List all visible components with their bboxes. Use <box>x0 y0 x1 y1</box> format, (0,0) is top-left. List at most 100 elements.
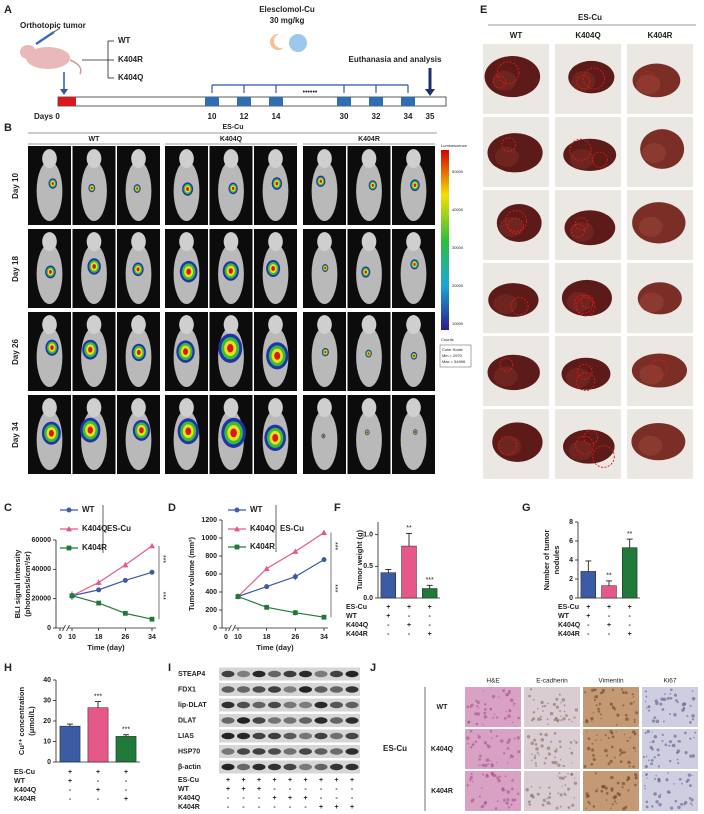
nodule-outline <box>574 294 594 314</box>
y-tick-label: 600 <box>205 571 217 578</box>
ihc-texture <box>541 803 545 807</box>
treatment-sign: + <box>386 604 390 611</box>
ihc-texture <box>661 733 664 736</box>
mouse <box>86 149 102 169</box>
ihc-texture <box>655 719 660 724</box>
liver <box>497 436 522 457</box>
signal <box>414 431 417 434</box>
blot-band <box>299 670 312 678</box>
y-tick-label: 1000 <box>201 535 217 542</box>
ihc-texture <box>483 715 488 719</box>
ihc-texture <box>540 744 544 748</box>
protein-label: lip-DLAT <box>178 702 207 709</box>
drug-label: Elesclomol-Cu <box>259 5 315 14</box>
ihc-texture <box>469 779 472 782</box>
ihc-texture <box>535 764 538 767</box>
treatment-sign: + <box>288 777 292 784</box>
ihc-texture <box>507 738 511 742</box>
ihc-texture <box>479 754 482 758</box>
stain-label: E-cadherin <box>536 678 568 685</box>
ihc-texture <box>668 740 672 744</box>
ihc-texture <box>496 761 498 764</box>
ihc-texture <box>648 709 651 712</box>
ihc-texture <box>624 805 628 809</box>
ihc-texture <box>622 751 625 754</box>
ihc-texture <box>510 787 514 791</box>
treatment-label: K404Q <box>558 622 581 629</box>
ihc-texture <box>567 772 569 775</box>
signal <box>227 344 234 353</box>
nodule-outline <box>501 137 516 152</box>
treatment-sign: - <box>227 795 230 802</box>
ihc-texture <box>483 763 488 768</box>
liver <box>638 435 663 456</box>
ihc-texture <box>631 693 634 696</box>
mouse <box>131 398 146 418</box>
mouse <box>406 398 421 418</box>
blot-band <box>299 763 312 771</box>
ihc-texture <box>689 721 692 724</box>
mouse <box>131 232 146 252</box>
ihc-texture <box>544 757 548 760</box>
treatment-sign: - <box>387 622 390 629</box>
ihc-texture <box>634 776 638 780</box>
mouse <box>86 315 102 335</box>
blot-band <box>252 732 266 740</box>
nodule-outline <box>505 210 528 232</box>
signal <box>413 262 416 266</box>
treatment-label: K404Q <box>178 795 201 802</box>
x-axis-label: Time (day) <box>256 643 294 652</box>
ihc-texture <box>610 731 614 735</box>
ihc-texture <box>590 716 594 721</box>
ihc-texture <box>472 743 475 746</box>
ihc-image <box>465 729 521 769</box>
treatment-sign: + <box>407 622 411 629</box>
ihc-texture <box>648 759 650 762</box>
ihc-texture <box>573 781 578 785</box>
group-label: K404R <box>118 55 143 64</box>
mouse <box>400 161 427 222</box>
ihc-texture <box>496 800 499 803</box>
y-tick-label: 10 <box>43 738 51 745</box>
treatment-label: K404R <box>14 796 36 803</box>
treatment-sign: + <box>303 777 307 784</box>
marker <box>292 548 299 554</box>
ihc-texture <box>529 688 533 691</box>
colorbar-tick: 20000 <box>452 283 464 288</box>
blot-band <box>345 701 359 709</box>
stain-label: H&E <box>486 678 500 685</box>
blot-band <box>330 763 343 771</box>
ihc-texture <box>500 739 504 743</box>
ihc-texture <box>539 786 541 789</box>
dosing-mark <box>369 97 383 106</box>
nodule-outline <box>592 445 615 468</box>
treatment-sign: + <box>288 795 292 802</box>
treatment-sign: + <box>386 613 390 620</box>
ihc-texture <box>661 739 664 742</box>
model-label: Orthotopic tumor <box>20 21 86 30</box>
ihc-texture <box>591 688 595 692</box>
marker <box>122 610 128 616</box>
ihc-texture <box>506 798 510 802</box>
mouse <box>311 410 338 471</box>
ihc-texture <box>609 702 614 706</box>
ihc-texture <box>528 803 532 806</box>
treatment-sign: - <box>289 804 292 811</box>
signal <box>88 346 93 353</box>
ihc-texture <box>541 710 544 712</box>
ihc-texture <box>565 794 567 796</box>
blot-band <box>330 701 343 709</box>
marker <box>321 529 327 535</box>
significance: *** <box>159 555 166 563</box>
mouse <box>223 149 239 169</box>
x-tick-label: 18 <box>95 634 103 641</box>
ihc-texture <box>644 765 648 769</box>
ihc-texture <box>546 746 551 750</box>
legend-group: ES-Cu <box>280 524 304 533</box>
liver <box>569 148 594 169</box>
mouse <box>406 149 421 169</box>
ihc-texture <box>474 712 478 716</box>
treatment-sign: + <box>124 769 128 776</box>
ihc-texture <box>558 776 562 780</box>
treatment-label: WT <box>14 778 26 785</box>
